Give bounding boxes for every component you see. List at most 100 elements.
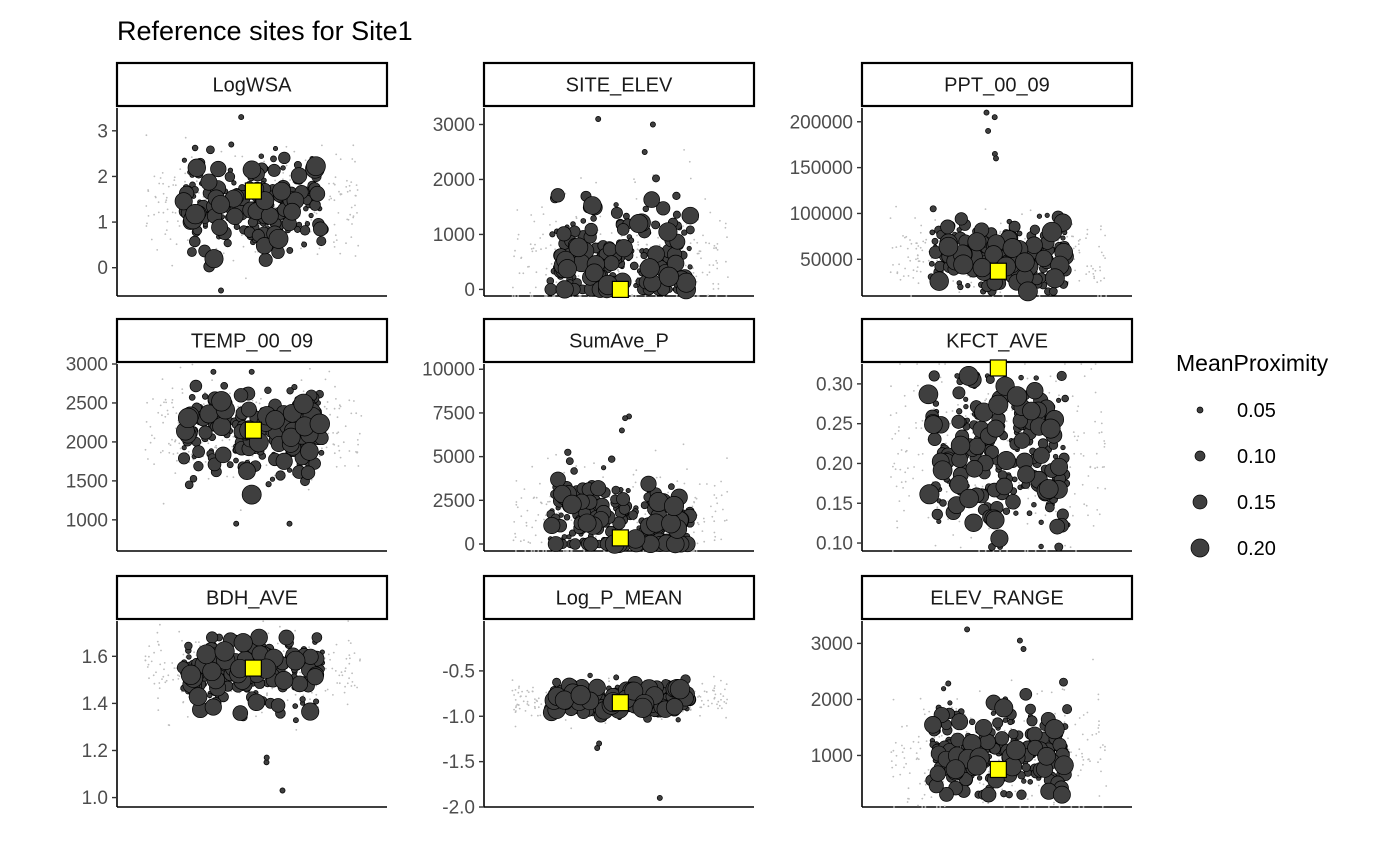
population-point bbox=[228, 438, 231, 441]
reference-site-point bbox=[562, 494, 582, 515]
population-point bbox=[892, 749, 895, 752]
reference-site-point bbox=[1037, 747, 1056, 766]
population-point bbox=[533, 496, 536, 499]
reference-site-point bbox=[563, 514, 571, 521]
population-point bbox=[919, 697, 922, 700]
population-point bbox=[917, 758, 920, 761]
population-point bbox=[1088, 758, 1090, 761]
population-point bbox=[1069, 546, 1072, 549]
population-point bbox=[1029, 209, 1032, 212]
population-point bbox=[168, 442, 170, 445]
reference-site-point bbox=[618, 427, 625, 434]
population-point bbox=[294, 693, 297, 696]
population-point bbox=[925, 238, 928, 241]
reference-site-point bbox=[1050, 457, 1069, 476]
population-point bbox=[1055, 380, 1057, 383]
facet-label: ELEV_RANGE bbox=[930, 588, 1063, 610]
reference-site-point bbox=[681, 206, 700, 225]
population-point bbox=[970, 281, 973, 284]
population-point bbox=[1003, 729, 1006, 732]
population-point bbox=[1074, 723, 1077, 726]
population-point bbox=[1034, 806, 1036, 808]
population-point bbox=[302, 390, 305, 393]
population-point bbox=[285, 164, 288, 167]
population-point bbox=[348, 184, 351, 187]
population-point bbox=[902, 275, 905, 277]
reference-site-point bbox=[196, 644, 217, 665]
facet-label: KFCT_AVE bbox=[946, 331, 1048, 353]
y-tick-label: 0 bbox=[97, 258, 108, 279]
population-point bbox=[545, 691, 548, 694]
population-point bbox=[1095, 452, 1098, 455]
reference-site-point bbox=[274, 671, 294, 690]
population-point bbox=[339, 252, 342, 255]
population-point bbox=[181, 639, 183, 642]
reference-site-point bbox=[308, 212, 314, 219]
population-point bbox=[177, 422, 180, 424]
population-point bbox=[215, 247, 218, 250]
facet-strip bbox=[482, 317, 756, 364]
population-point bbox=[1075, 550, 1077, 552]
population-point bbox=[1105, 785, 1108, 787]
population-point bbox=[311, 691, 313, 694]
population-point bbox=[898, 500, 901, 502]
population-point bbox=[1077, 774, 1080, 777]
reference-site-point bbox=[207, 457, 222, 472]
population-point bbox=[334, 670, 337, 672]
population-point bbox=[149, 425, 152, 428]
population-point bbox=[564, 719, 567, 721]
population-point bbox=[289, 179, 292, 181]
population-point bbox=[1027, 497, 1030, 500]
population-point bbox=[1081, 752, 1083, 755]
population-point bbox=[163, 662, 166, 664]
population-point bbox=[701, 682, 704, 685]
population-point bbox=[1077, 435, 1080, 438]
population-point bbox=[715, 246, 717, 249]
reference-site-point bbox=[547, 536, 564, 552]
reference-site-point bbox=[632, 697, 653, 718]
population-point bbox=[1100, 251, 1103, 254]
population-point bbox=[1081, 733, 1084, 736]
population-point bbox=[895, 205, 897, 208]
population-point bbox=[174, 184, 177, 187]
population-point bbox=[544, 295, 546, 297]
reference-site-point bbox=[265, 481, 272, 488]
population-point bbox=[642, 550, 645, 552]
site-marker bbox=[244, 659, 262, 677]
population-point bbox=[692, 267, 694, 270]
population-point bbox=[595, 535, 597, 538]
population-point bbox=[1010, 679, 1013, 682]
population-point bbox=[537, 706, 540, 709]
population-point bbox=[999, 550, 1001, 552]
population-point bbox=[945, 411, 948, 414]
population-point bbox=[161, 378, 164, 380]
population-point bbox=[148, 677, 150, 680]
population-point bbox=[348, 450, 351, 452]
population-point bbox=[1085, 273, 1088, 275]
reference-site-point bbox=[189, 379, 203, 393]
population-point bbox=[356, 686, 358, 689]
reference-site-point bbox=[1008, 728, 1019, 740]
population-point bbox=[318, 455, 321, 458]
reference-site-point bbox=[1054, 542, 1064, 552]
population-point bbox=[204, 461, 207, 463]
population-point bbox=[342, 441, 345, 444]
population-point bbox=[577, 275, 580, 277]
population-point bbox=[695, 497, 698, 500]
reference-site-point bbox=[299, 225, 311, 236]
population-point bbox=[682, 443, 685, 446]
population-point bbox=[316, 253, 319, 256]
reference-site-point bbox=[590, 215, 597, 222]
reference-site-point bbox=[1052, 785, 1071, 804]
population-point bbox=[534, 534, 537, 537]
population-point bbox=[350, 236, 353, 239]
population-point bbox=[549, 244, 552, 247]
chart-title: Reference sites for Site1 bbox=[117, 16, 413, 46]
reference-site-point bbox=[1056, 370, 1067, 381]
population-point bbox=[191, 363, 194, 366]
reference-site-point bbox=[301, 702, 320, 721]
population-point bbox=[530, 714, 533, 717]
population-point bbox=[214, 446, 216, 449]
population-point bbox=[285, 145, 288, 148]
